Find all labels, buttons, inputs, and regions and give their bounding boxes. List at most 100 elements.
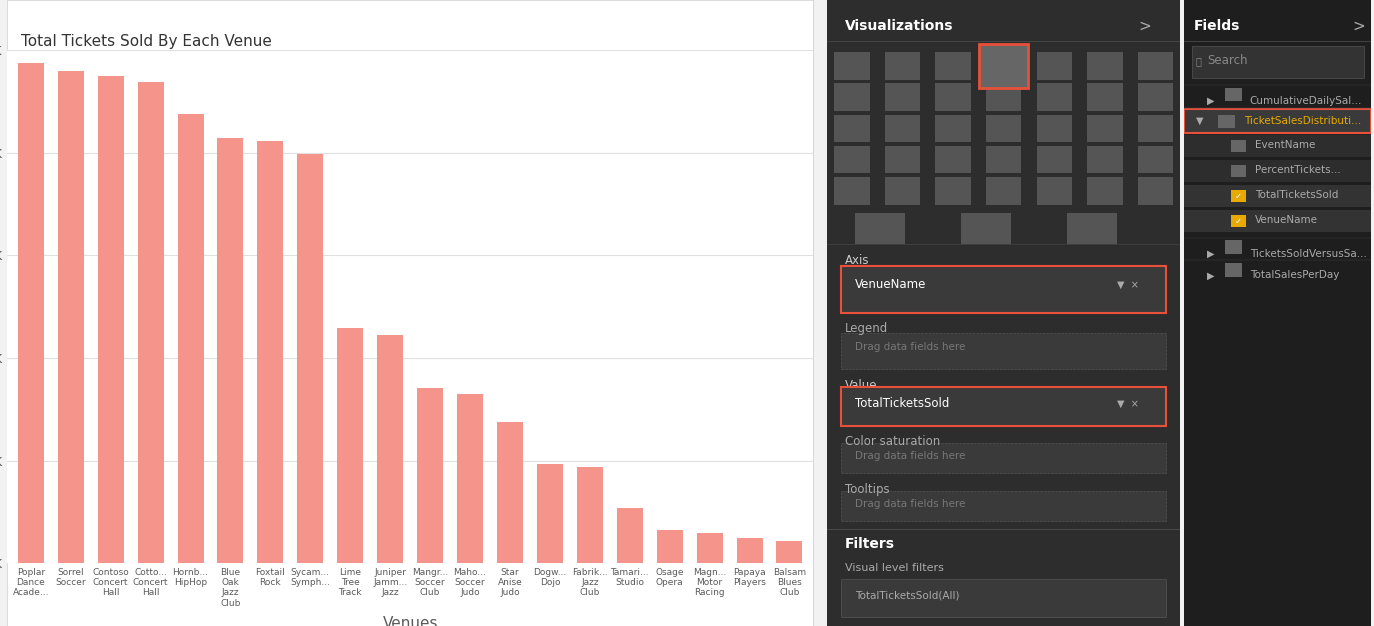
Bar: [1226, 263, 1242, 277]
Text: VenueName: VenueName: [1256, 215, 1319, 225]
Text: ▶: ▶: [1206, 270, 1215, 280]
Bar: [418, 388, 442, 563]
FancyBboxPatch shape: [841, 333, 1167, 369]
Text: Visualizations: Visualizations: [845, 19, 954, 33]
FancyBboxPatch shape: [980, 44, 1028, 88]
FancyBboxPatch shape: [841, 443, 1167, 473]
Bar: [834, 83, 870, 111]
Bar: [1226, 88, 1242, 101]
Text: ▼  ×: ▼ ×: [1117, 399, 1139, 409]
Bar: [617, 508, 643, 563]
Bar: [297, 154, 323, 563]
Bar: [1231, 190, 1246, 202]
Text: >: >: [1352, 19, 1366, 34]
Bar: [936, 146, 971, 173]
Bar: [936, 115, 971, 142]
Bar: [1184, 109, 1371, 133]
Bar: [987, 52, 1021, 80]
Bar: [885, 177, 921, 205]
Text: ✓: ✓: [1235, 217, 1242, 225]
Text: TotalTicketsSold: TotalTicketsSold: [856, 398, 949, 410]
Bar: [1036, 177, 1072, 205]
Bar: [834, 52, 870, 80]
Text: Drag data fields here: Drag data fields here: [856, 451, 966, 461]
Bar: [1231, 165, 1246, 177]
Bar: [1138, 83, 1173, 111]
Bar: [834, 146, 870, 173]
Bar: [834, 115, 870, 142]
Bar: [1036, 146, 1072, 173]
Bar: [1087, 52, 1123, 80]
Bar: [1138, 52, 1173, 80]
Bar: [217, 138, 243, 563]
Text: ▶: ▶: [1206, 249, 1215, 259]
Bar: [1068, 213, 1117, 244]
Bar: [1184, 135, 1371, 156]
Text: TotalTicketsSold: TotalTicketsSold: [1256, 190, 1338, 200]
Bar: [177, 114, 203, 563]
Bar: [577, 468, 603, 563]
Text: Value: Value: [845, 379, 878, 392]
Bar: [537, 464, 563, 563]
Text: Filters: Filters: [845, 537, 894, 551]
Bar: [497, 423, 523, 563]
X-axis label: Venues: Venues: [382, 616, 438, 626]
Bar: [1184, 185, 1371, 207]
Text: Total Tickets Sold By Each Venue: Total Tickets Sold By Each Venue: [21, 34, 272, 49]
Bar: [1217, 115, 1235, 128]
FancyBboxPatch shape: [1191, 46, 1364, 78]
Bar: [58, 71, 84, 563]
Bar: [885, 52, 921, 80]
Bar: [987, 83, 1021, 111]
FancyBboxPatch shape: [841, 579, 1167, 617]
Bar: [378, 335, 403, 563]
Bar: [1231, 140, 1246, 152]
Bar: [987, 177, 1021, 205]
Bar: [936, 177, 971, 205]
Bar: [458, 394, 484, 563]
Bar: [1036, 52, 1072, 80]
Bar: [936, 83, 971, 111]
Bar: [1087, 115, 1123, 142]
Bar: [834, 177, 870, 205]
Bar: [776, 541, 802, 563]
Bar: [1087, 177, 1123, 205]
Bar: [1036, 115, 1072, 142]
Bar: [1138, 146, 1173, 173]
Bar: [885, 83, 921, 111]
Text: Visual level filters: Visual level filters: [845, 563, 944, 573]
Bar: [1138, 177, 1173, 205]
Text: Color saturation: Color saturation: [845, 435, 940, 448]
Text: Search: Search: [1206, 54, 1248, 67]
Bar: [736, 538, 763, 563]
Bar: [697, 533, 723, 563]
Bar: [18, 63, 44, 563]
Text: ✓: ✓: [1235, 192, 1242, 200]
Bar: [657, 530, 683, 563]
Text: EventName: EventName: [1256, 140, 1316, 150]
Bar: [1184, 160, 1371, 182]
FancyBboxPatch shape: [841, 387, 1167, 426]
Bar: [1087, 83, 1123, 111]
Bar: [1087, 146, 1123, 173]
Bar: [987, 115, 1021, 142]
Bar: [98, 76, 124, 563]
Text: PercentTickets...: PercentTickets...: [1256, 165, 1341, 175]
Bar: [1138, 115, 1173, 142]
Bar: [885, 115, 921, 142]
Text: ▶: ▶: [1206, 96, 1215, 106]
Text: VenueName: VenueName: [856, 279, 927, 291]
FancyBboxPatch shape: [841, 491, 1167, 521]
Text: 🔍: 🔍: [1195, 56, 1201, 66]
Bar: [137, 82, 164, 563]
Text: Tooltips: Tooltips: [845, 483, 889, 496]
Bar: [1036, 83, 1072, 111]
Text: CumulativeDailySal...: CumulativeDailySal...: [1250, 96, 1362, 106]
Bar: [257, 141, 283, 563]
Bar: [885, 146, 921, 173]
Bar: [987, 146, 1021, 173]
Text: >: >: [1138, 19, 1150, 34]
Text: Legend: Legend: [845, 322, 888, 336]
Text: TicketsSoldVersusSa...: TicketsSoldVersusSa...: [1250, 249, 1367, 259]
Bar: [1226, 240, 1242, 254]
